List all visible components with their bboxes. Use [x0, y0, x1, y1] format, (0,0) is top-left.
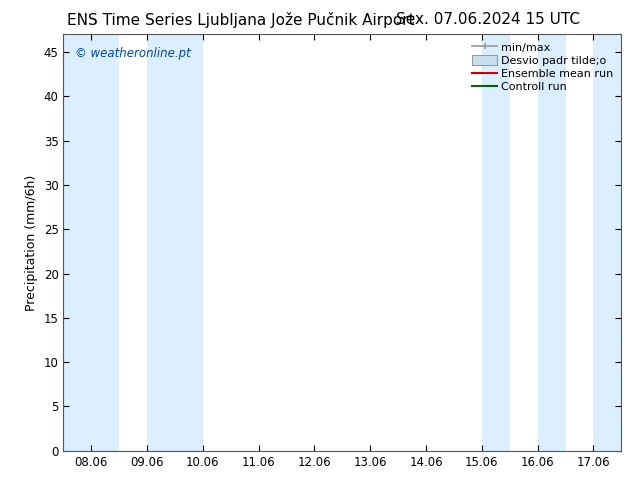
Bar	[482, 34, 510, 451]
Bar	[538, 34, 566, 451]
Text: ENS Time Series Ljubljana Jože Pučnik Airport: ENS Time Series Ljubljana Jože Pučnik Ai…	[67, 12, 415, 28]
Bar	[63, 34, 119, 451]
Text: © weatheronline.pt: © weatheronline.pt	[75, 47, 190, 60]
Legend: min/max, Desvio padr tilde;o, Ensemble mean run, Controll run: min/max, Desvio padr tilde;o, Ensemble m…	[470, 40, 616, 95]
Text: Sex. 07.06.2024 15 UTC: Sex. 07.06.2024 15 UTC	[396, 12, 580, 27]
Bar	[593, 34, 621, 451]
Bar	[147, 34, 203, 451]
Y-axis label: Precipitation (mm/6h): Precipitation (mm/6h)	[25, 174, 38, 311]
